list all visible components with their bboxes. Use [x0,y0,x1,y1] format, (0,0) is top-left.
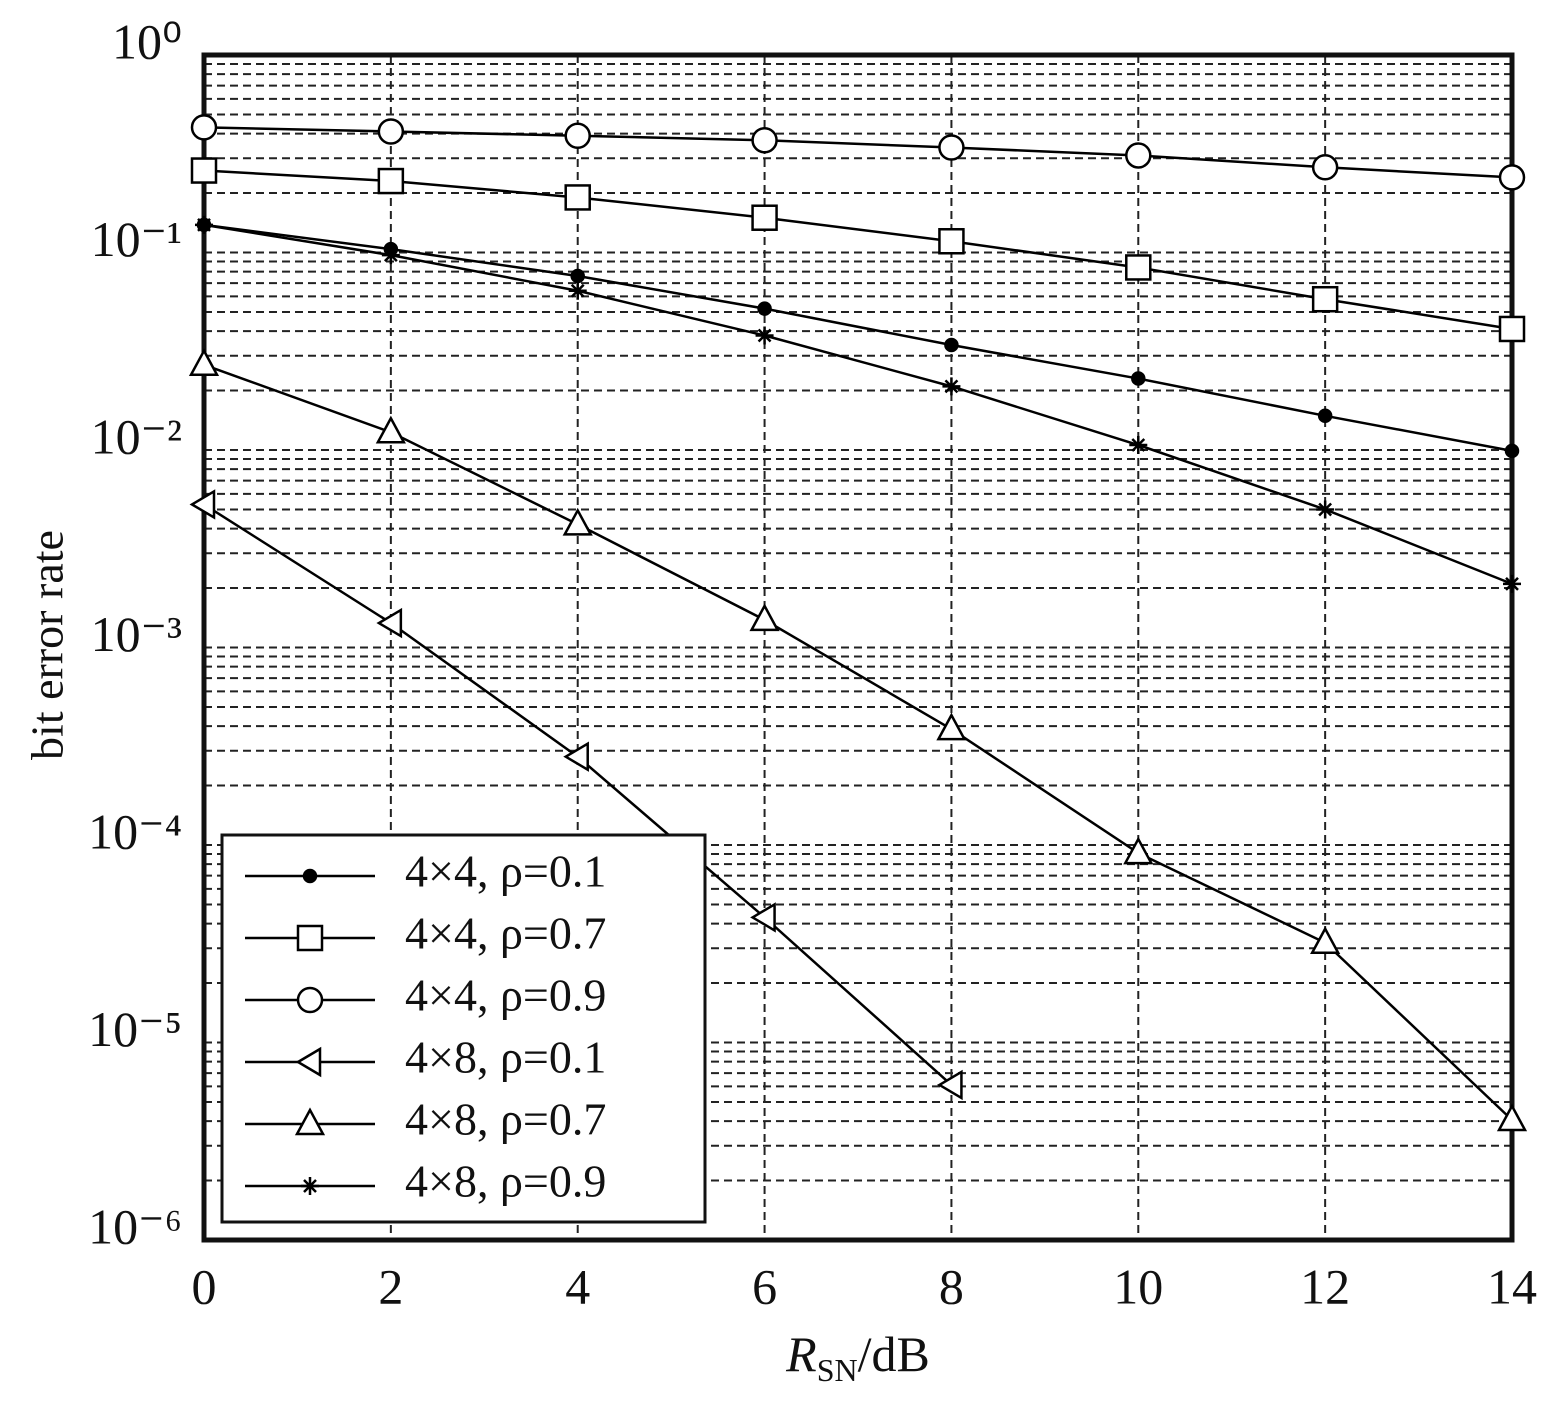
data-point [938,228,965,255]
y-axis-label: bit error rate [22,530,73,760]
data-point [568,281,587,300]
data-point [936,712,967,741]
data-point [563,741,589,772]
series-line [203,223,1513,453]
legend-marker [296,924,324,952]
data-point [1129,436,1148,455]
data-point [377,167,405,195]
data-point [751,127,778,154]
y-tick-label: 10⁻¹ [91,211,182,267]
data-point [564,184,591,211]
y-tick-label: 10⁻² [91,408,182,464]
series-line [203,223,1513,586]
x-axis-label-unit: /dB [858,1326,930,1382]
legend-marker [294,1107,326,1136]
data-point [562,507,593,536]
data-point [751,204,778,231]
data-point [755,326,774,345]
y-tick-label: 10⁻³ [91,606,182,662]
data-point [570,268,585,284]
x-tick-label: 4 [565,1258,590,1314]
data-point [749,603,780,632]
data-point [942,377,961,396]
legend-label: 4×4, ρ=0.7 [405,908,606,959]
y-tick-label: 10⁻⁵ [88,1001,182,1057]
data-point [1317,408,1333,424]
legend-marker [295,1046,322,1078]
series-line [203,169,1513,331]
legend-box [220,833,707,1224]
legend-label: 4×8, ρ=0.1 [405,1032,606,1083]
data-point [564,122,591,150]
legend-marker [302,868,318,884]
data-point [188,348,220,377]
legend-label: 4×8, ρ=0.7 [405,1094,606,1145]
y-tick-label: 10⁰ [112,13,182,69]
data-point [381,246,400,265]
legend-label: 4×4, ρ=0.9 [405,970,606,1021]
legend-label: 4×8, ρ=0.9 [405,1156,606,1207]
data-point [1123,836,1154,865]
data-point [1316,500,1335,519]
data-point [190,114,218,141]
data-point [190,157,218,184]
x-tick-label: 0 [192,1258,217,1314]
y-tick-label: 10⁻⁴ [88,803,182,859]
data-point [1310,926,1341,954]
series-line [203,363,1513,1121]
x-axis-label-sub: SN [817,1352,858,1388]
legend-label: 4×4, ρ=0.1 [405,846,606,897]
plot-frame [201,52,1515,1243]
legend-marker [301,1177,319,1195]
x-tick-label: 2 [378,1258,403,1314]
data-point [757,301,772,316]
x-tick-label: 12 [1300,1258,1350,1314]
data-point [375,415,406,444]
data-point [944,337,959,353]
data-point [1131,371,1146,386]
data-point [1311,285,1339,313]
y-tick-label: 10⁻⁶ [88,1198,182,1254]
x-tick-label: 8 [939,1258,964,1314]
legend-marker [296,986,324,1014]
data-point [376,607,403,639]
data-point [195,215,213,234]
x-axis-label: RSN/dB [785,1326,930,1388]
legend: 4×4, ρ=0.1 4×4, ρ=0.7 4×4, ρ=0.9 4×8, ρ=0.1… [220,833,707,1224]
data-point [750,902,776,933]
data-point [1504,443,1520,459]
data-point [1498,164,1526,191]
data-point [1311,154,1339,181]
data-point [1125,142,1152,169]
data-point [377,118,405,145]
data-point [938,134,965,161]
x-axis-label-main: R [785,1326,817,1382]
x-tick-label: 14 [1487,1258,1537,1314]
data-point [936,1069,963,1101]
data-point [1496,1103,1528,1132]
data-point [1503,574,1521,593]
x-tick-label: 10 [1113,1258,1163,1314]
x-tick-label: 6 [752,1258,777,1314]
data-point [1125,254,1152,281]
data-point [1498,315,1526,343]
data-point [189,489,216,520]
series-line [203,126,1513,179]
